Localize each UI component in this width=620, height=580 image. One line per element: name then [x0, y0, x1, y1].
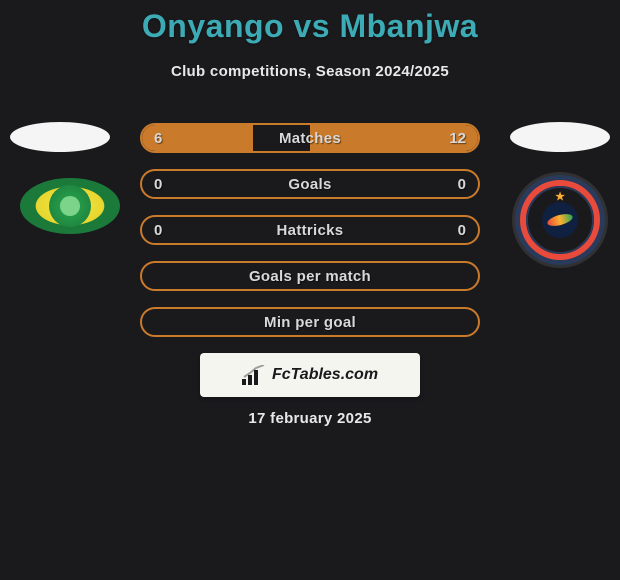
stat-value-left: 6	[154, 130, 162, 147]
stat-row-min-per-goal: Min per goal	[140, 307, 480, 337]
stat-label: Hattricks	[277, 222, 344, 239]
stat-label: Matches	[279, 130, 341, 147]
stat-label: Goals	[288, 176, 331, 193]
stat-label: Min per goal	[264, 314, 356, 331]
player-avatar-right	[510, 122, 610, 152]
stat-value-left: 0	[154, 176, 162, 193]
branding-text: FcTables.com	[272, 366, 378, 384]
stat-row-hattricks: 0 Hattricks 0	[140, 215, 480, 245]
comparison-date: 17 february 2025	[0, 410, 620, 427]
comparison-subtitle: Club competitions, Season 2024/2025	[0, 63, 620, 80]
stats-rows: 6 Matches 12 0 Goals 0 0 Hattricks 0 Goa…	[140, 123, 480, 353]
stat-value-right: 12	[449, 130, 466, 147]
stat-label: Goals per match	[249, 268, 371, 285]
branding-badge[interactable]: FcTables.com	[200, 353, 420, 397]
club-logo-right-ring: ★	[520, 180, 600, 260]
club-logo-right: ★	[515, 175, 605, 265]
player-avatar-left	[10, 122, 110, 152]
stat-value-right: 0	[458, 176, 466, 193]
club-logo-left-inner	[49, 185, 91, 227]
stat-row-goals-per-match: Goals per match	[140, 261, 480, 291]
comparison-title: Onyango vs Mbanjwa	[0, 0, 620, 45]
club-logo-left	[20, 178, 120, 234]
club-logo-right-swoosh	[542, 202, 578, 238]
stat-value-right: 0	[458, 222, 466, 239]
stat-value-left: 0	[154, 222, 162, 239]
chart-icon	[242, 365, 266, 385]
stat-row-matches: 6 Matches 12	[140, 123, 480, 153]
stat-row-goals: 0 Goals 0	[140, 169, 480, 199]
